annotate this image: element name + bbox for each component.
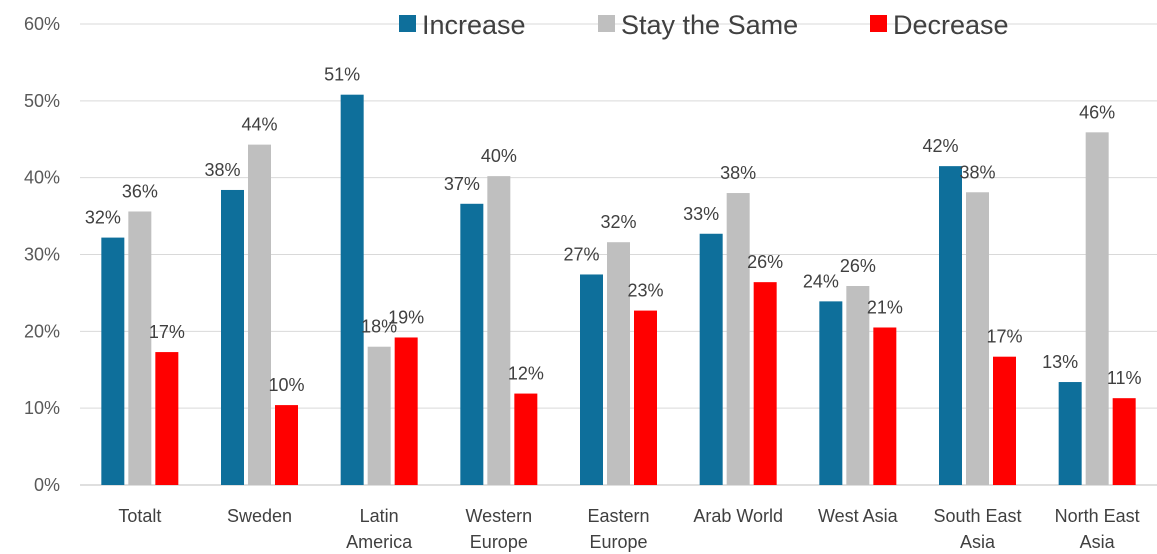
bar xyxy=(580,274,603,485)
data-label: 40% xyxy=(481,146,517,166)
data-label: 51% xyxy=(324,65,360,85)
x-tick-label: Totalt xyxy=(118,506,161,526)
x-tick-label: South East xyxy=(933,506,1021,526)
data-label: 32% xyxy=(85,208,121,228)
bar xyxy=(221,189,244,485)
x-tick-label: Arab World xyxy=(693,506,783,526)
bar xyxy=(394,337,418,485)
bar xyxy=(939,166,962,485)
data-label: 42% xyxy=(922,136,958,156)
x-tick-label: Latin xyxy=(360,506,399,526)
data-label: 33% xyxy=(683,204,719,224)
x-tick-label: Europe xyxy=(470,532,528,552)
data-label: 26% xyxy=(747,252,783,272)
bar xyxy=(1112,398,1136,485)
data-label: 38% xyxy=(720,163,756,183)
data-label: 44% xyxy=(241,115,277,135)
y-axis: 0% 10% 20% 30% 40% 50% 60% xyxy=(24,14,60,495)
bar xyxy=(726,193,750,486)
legend-label: Increase xyxy=(422,10,526,40)
data-label: 12% xyxy=(508,364,544,384)
data-label: 19% xyxy=(388,307,424,327)
data-label: 46% xyxy=(1079,102,1115,122)
bar xyxy=(367,346,391,485)
bar xyxy=(487,176,511,485)
data-label: 32% xyxy=(600,212,636,232)
data-label: 38% xyxy=(204,160,240,180)
bar xyxy=(275,405,298,485)
x-tick-label: West Asia xyxy=(818,506,899,526)
data-label: 24% xyxy=(803,271,839,291)
bar xyxy=(699,233,723,485)
y-tick-label: 60% xyxy=(24,14,60,34)
y-tick-label: 40% xyxy=(24,168,60,188)
legend-swatch xyxy=(399,15,416,32)
y-tick-label: 10% xyxy=(24,398,60,418)
x-tick-label: Asia xyxy=(960,532,996,552)
bar xyxy=(993,356,1016,485)
bar xyxy=(753,282,777,485)
x-tick-label: Western xyxy=(465,506,532,526)
bar xyxy=(460,203,484,486)
legend: Increase Stay the Same Decrease xyxy=(399,10,1009,40)
bar xyxy=(155,352,179,485)
bar xyxy=(634,310,657,485)
bar xyxy=(846,286,870,485)
bar xyxy=(1085,132,1109,485)
legend-label: Decrease xyxy=(893,10,1009,40)
bar xyxy=(248,144,271,485)
data-label: 10% xyxy=(268,375,304,395)
bar xyxy=(819,301,843,485)
x-tick-label: Europe xyxy=(589,532,647,552)
x-tick-label: America xyxy=(346,532,413,552)
bar xyxy=(966,192,989,485)
bar xyxy=(101,237,125,485)
bar xyxy=(607,242,630,485)
x-tick-label: Asia xyxy=(1080,532,1116,552)
bars: 32%36%17%38%44%10%51%18%19%37%40%12%27%3… xyxy=(85,65,1142,486)
data-label: 36% xyxy=(122,181,158,201)
data-label: 23% xyxy=(627,281,663,301)
data-label: 26% xyxy=(840,256,876,276)
legend-label: Stay the Same xyxy=(621,10,798,40)
data-label: 17% xyxy=(149,322,185,342)
x-tick-label: Eastern xyxy=(587,506,649,526)
bar xyxy=(340,94,364,485)
x-axis: Totalt Sweden Latin America Western Europe Eas… xyxy=(118,506,1139,552)
bar xyxy=(1058,382,1082,485)
y-tick-label: 20% xyxy=(24,321,60,341)
data-label: 17% xyxy=(986,327,1022,347)
data-label: 13% xyxy=(1042,352,1078,372)
y-tick-label: 30% xyxy=(24,245,60,265)
data-label: 38% xyxy=(959,162,995,182)
data-label: 21% xyxy=(867,297,903,317)
x-tick-label: Sweden xyxy=(227,506,292,526)
data-label: 11% xyxy=(1107,368,1142,388)
data-label: 18% xyxy=(361,317,397,337)
bar xyxy=(128,211,152,485)
data-label: 27% xyxy=(563,244,599,264)
bar xyxy=(514,393,538,485)
y-tick-label: 0% xyxy=(34,475,60,495)
legend-swatch xyxy=(598,15,615,32)
data-label: 37% xyxy=(444,174,480,194)
y-tick-label: 50% xyxy=(24,91,60,111)
x-tick-label: North East xyxy=(1055,506,1140,526)
bar xyxy=(873,327,897,485)
legend-swatch xyxy=(870,15,887,32)
